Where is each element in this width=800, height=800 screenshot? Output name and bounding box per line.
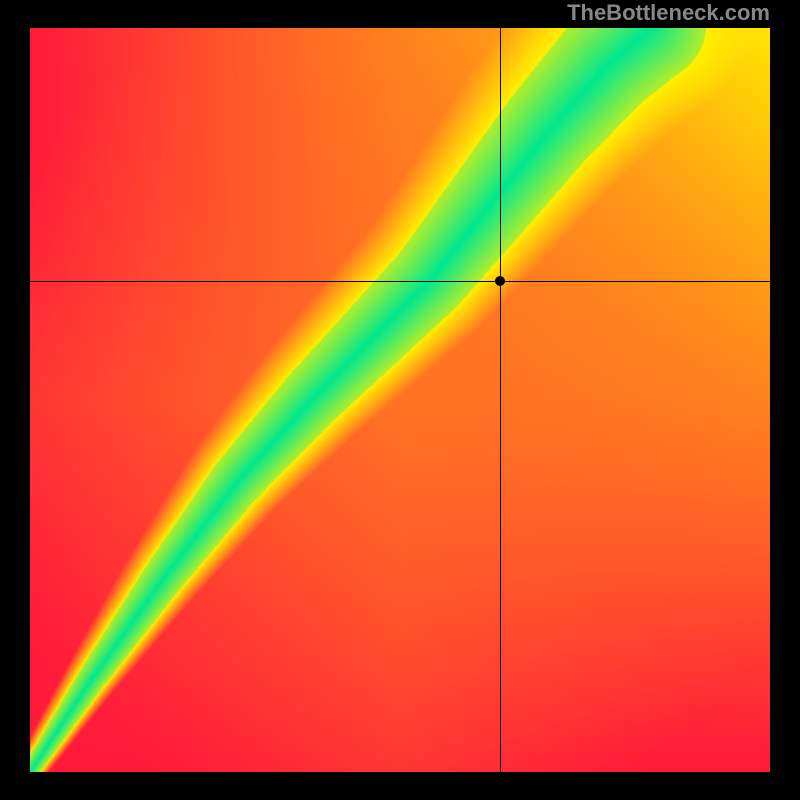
chart-container: { "watermark": { "text": "TheBottleneck.… [0,0,800,800]
operating-point-marker [495,276,505,286]
crosshair-horizontal [30,281,770,282]
bottleneck-heatmap [30,28,770,772]
crosshair-vertical [500,28,501,772]
watermark-text: TheBottleneck.com [567,0,770,26]
